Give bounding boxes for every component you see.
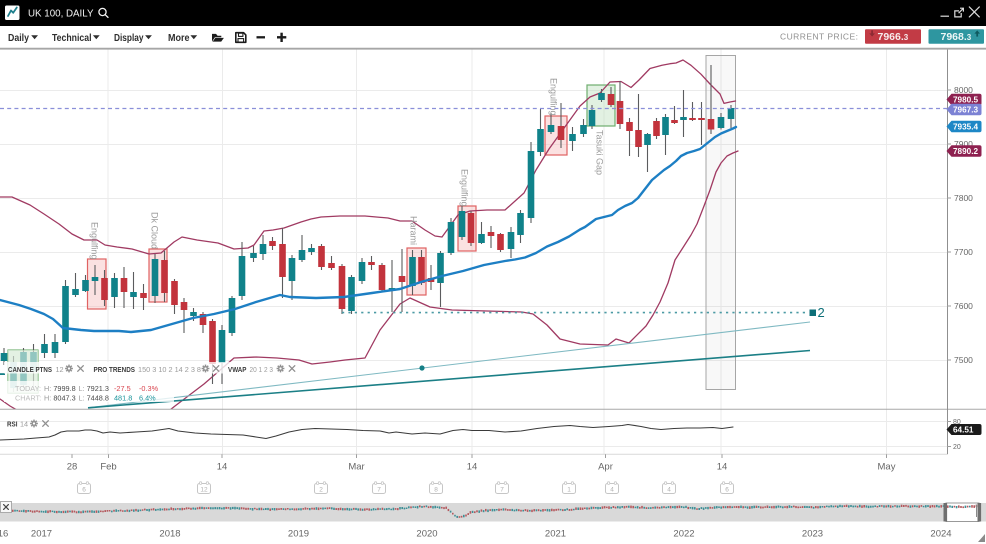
svg-text:7600: 7600 [954, 301, 973, 311]
svg-text:481.8: 481.8 [114, 394, 132, 403]
svg-text:CHART:: CHART: [15, 394, 41, 403]
svg-text:4: 4 [610, 487, 614, 494]
svg-text:Mar: Mar [348, 462, 364, 473]
svg-text:VWAP: VWAP [228, 365, 247, 374]
svg-text:7966.3: 7966.3 [878, 31, 909, 43]
svg-text:Engulfing: Engulfing [460, 169, 470, 207]
svg-text:TODAY:: TODAY: [15, 384, 41, 393]
svg-text:7900: 7900 [954, 139, 973, 149]
svg-text:Apr: Apr [598, 462, 613, 473]
svg-text:H: 8047.3: H: 8047.3 [44, 394, 76, 403]
svg-text:2017: 2017 [31, 529, 52, 540]
svg-text:16: 16 [0, 529, 8, 540]
svg-text:7968.3: 7968.3 [941, 31, 972, 43]
svg-text:6: 6 [725, 487, 729, 494]
svg-text:2021: 2021 [545, 529, 566, 540]
svg-text:-0.3%: -0.3% [139, 384, 159, 393]
svg-text:2: 2 [818, 305, 825, 320]
svg-text:2023: 2023 [802, 529, 823, 540]
svg-text:PRO TRENDS: PRO TRENDS [94, 365, 136, 374]
svg-text:8: 8 [434, 487, 438, 494]
svg-text:2: 2 [319, 487, 323, 494]
svg-text:L: 7921.3: L: 7921.3 [79, 384, 109, 393]
svg-text:CANDLE PTNS: CANDLE PTNS [8, 365, 52, 374]
svg-text:Daily: Daily [8, 33, 29, 44]
svg-text:80: 80 [953, 419, 961, 426]
svg-text:14: 14 [20, 420, 28, 429]
svg-text:2018: 2018 [159, 529, 180, 540]
svg-text:1: 1 [567, 487, 571, 494]
svg-text:Feb: Feb [100, 462, 116, 473]
svg-text:Dk Cloud: Dk Cloud [150, 212, 160, 249]
svg-text:7980.5: 7980.5 [953, 96, 978, 105]
svg-text:Engulfing: Engulfing [549, 78, 559, 116]
svg-text:May: May [878, 462, 896, 473]
svg-text:7967.3: 7967.3 [953, 106, 978, 115]
svg-text:7935.4: 7935.4 [953, 123, 978, 132]
svg-text:Engulfing: Engulfing [90, 222, 100, 260]
svg-text:2020: 2020 [416, 529, 437, 540]
svg-text:64.51: 64.51 [953, 426, 974, 435]
svg-text:7700: 7700 [954, 247, 973, 257]
svg-text:14: 14 [467, 462, 478, 473]
svg-text:14: 14 [217, 462, 228, 473]
svg-text:2019: 2019 [288, 529, 309, 540]
svg-text:7: 7 [500, 487, 504, 494]
svg-text:7800: 7800 [954, 193, 973, 203]
svg-text:Harami: Harami [409, 216, 419, 245]
svg-text:CURRENT PRICE:: CURRENT PRICE: [780, 32, 858, 42]
svg-text:7890.2: 7890.2 [953, 147, 978, 156]
svg-text:8000: 8000 [954, 85, 973, 95]
svg-text:Tasuki Gap: Tasuki Gap [595, 130, 605, 175]
svg-text:Technical: Technical [52, 33, 92, 44]
svg-text:L: 7448.8: L: 7448.8 [79, 394, 109, 403]
svg-text:12: 12 [200, 487, 208, 494]
svg-text:Display: Display [114, 33, 144, 44]
svg-text:RSI: RSI [7, 420, 18, 429]
svg-text:UK 100, DAILY: UK 100, DAILY [28, 8, 94, 20]
svg-text:7500: 7500 [954, 355, 973, 365]
svg-text:28: 28 [67, 462, 78, 473]
svg-text:6: 6 [82, 487, 86, 494]
svg-text:20 1 2 3: 20 1 2 3 [250, 365, 274, 374]
svg-text:150 3 10 2 14 2 3 8: 150 3 10 2 14 2 3 8 [138, 365, 201, 374]
svg-text:-27.5: -27.5 [114, 384, 131, 393]
svg-text:H: 7999.8: H: 7999.8 [44, 384, 76, 393]
svg-text:2024: 2024 [930, 529, 951, 540]
svg-text:6.4%: 6.4% [139, 394, 156, 403]
svg-text:More: More [168, 33, 190, 44]
svg-text:12: 12 [56, 365, 64, 374]
svg-text:4: 4 [667, 487, 671, 494]
svg-text:7: 7 [377, 487, 381, 494]
svg-text:20: 20 [953, 444, 961, 451]
svg-text:2022: 2022 [673, 529, 694, 540]
svg-text:14: 14 [717, 462, 728, 473]
